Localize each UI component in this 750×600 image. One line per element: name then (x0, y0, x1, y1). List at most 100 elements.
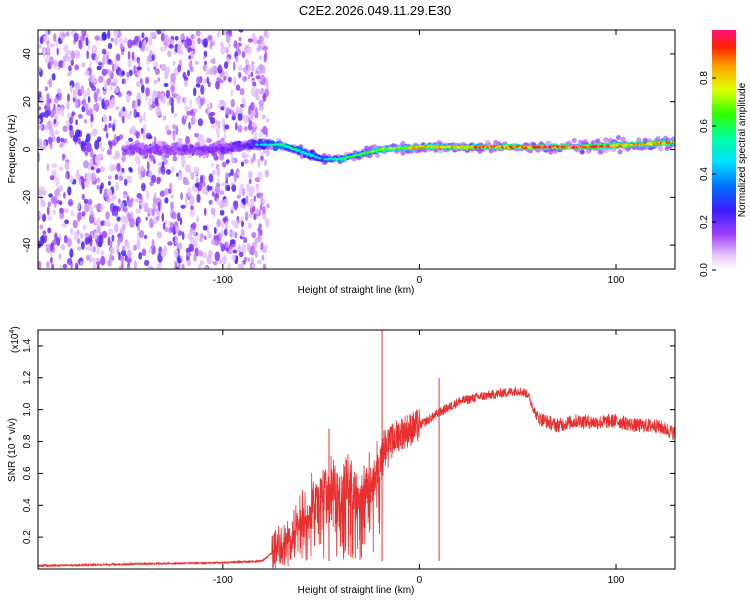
noise-cell (133, 260, 137, 269)
noise-cell (260, 155, 264, 161)
noise-cell (241, 188, 246, 196)
noise-cell (107, 30, 111, 40)
noise-cell (164, 188, 169, 196)
noise-cell (95, 168, 101, 174)
noise-cell (70, 209, 75, 217)
noise-cell (220, 45, 226, 55)
spectrogram-plot: -100 0 100 -40 -20 0 20 40 Height of straight l… (7, 29, 676, 296)
noise-cell (49, 127, 54, 137)
noise-cell (200, 174, 203, 184)
noise-cell (232, 249, 238, 254)
noise-cell (253, 195, 256, 202)
noise-cell (96, 265, 100, 269)
noise-cell (49, 56, 54, 65)
noise-cell (156, 176, 161, 185)
noise-cell (69, 228, 74, 236)
noise-cell (237, 124, 243, 133)
noise-cell (204, 60, 207, 65)
noise-cell (96, 249, 100, 255)
noise-cell (110, 37, 115, 42)
noise-cell (242, 204, 247, 210)
noise-cell (165, 124, 170, 130)
noise-cell (233, 40, 238, 49)
noise-cell (211, 187, 215, 193)
noise-cell (38, 118, 41, 124)
noise-cell (135, 111, 140, 118)
noise-cell (243, 257, 248, 262)
noise-cell (238, 36, 242, 42)
noise-cell (141, 32, 145, 39)
noise-cell (114, 223, 119, 233)
noise-cell (39, 112, 46, 118)
noise-cell (126, 241, 130, 250)
noise-cell (68, 65, 72, 72)
noise-cell (146, 55, 152, 62)
noise-cell (262, 125, 268, 135)
noise-cell (261, 199, 267, 204)
noise-cell (127, 51, 131, 60)
noise-cell (92, 262, 97, 269)
colorbar-tick-label: 0.4 (699, 167, 710, 181)
noise-cell (248, 170, 253, 180)
noise-cell (254, 131, 258, 140)
noise-cell (160, 249, 167, 258)
noise-cell (38, 152, 41, 162)
noise-cell (196, 193, 201, 203)
noise-cell (184, 198, 188, 208)
noise-cell (45, 244, 51, 248)
noise-cell (240, 161, 245, 167)
noise-cell (172, 123, 176, 130)
noise-cell (247, 38, 253, 43)
noise-cell (44, 57, 49, 64)
noise-cell (149, 181, 154, 187)
x-tick-label: 0 (417, 575, 423, 586)
colorbar: 0.0 0.2 0.4 0.6 0.8 Normalized spectral ampl… (699, 30, 748, 277)
noise-cell (177, 138, 183, 145)
noise-cell (137, 99, 141, 107)
noise-cell (157, 111, 163, 116)
noise-cell (148, 97, 151, 106)
noise-cell (63, 208, 69, 213)
noise-cell (153, 61, 159, 68)
noise-cell (47, 43, 50, 54)
noise-cell (209, 116, 215, 124)
noise-cell (97, 96, 103, 102)
noise-cell (242, 75, 247, 82)
noise-cell (262, 263, 267, 269)
noise-cell (90, 166, 95, 171)
noise-cell (76, 238, 81, 245)
noise-cell (141, 182, 146, 192)
noise-cell (39, 212, 42, 218)
noise-cell (252, 81, 257, 87)
noise-cell (78, 39, 82, 49)
noise-cell (225, 47, 229, 55)
noise-cell (53, 118, 57, 125)
noise-cell (145, 87, 150, 97)
noise-cell (243, 126, 248, 132)
noise-cell (220, 229, 224, 238)
spectrogram-axes: -100 0 100 -40 -20 0 20 40 (22, 30, 675, 286)
noise-cell (213, 227, 217, 235)
ridge-peak (301, 150, 305, 154)
noise-cell (103, 127, 108, 132)
noise-cell (200, 139, 206, 146)
noise-cell (153, 79, 157, 85)
noise-cell (172, 131, 176, 142)
noise-cell (229, 108, 232, 115)
noise-cell (67, 71, 71, 77)
noise-cell (190, 171, 195, 180)
noise-cell (190, 116, 196, 125)
noise-cell (237, 170, 241, 177)
noise-cell (247, 222, 252, 230)
noise-cell (151, 238, 155, 249)
noise-cell (171, 104, 174, 114)
noise-cell (261, 254, 265, 261)
noise-cell (225, 221, 229, 230)
noise-cell (49, 43, 55, 48)
noise-cell (238, 251, 244, 258)
noise-cell (228, 43, 231, 48)
noise-cell (108, 175, 112, 180)
noise-cell (159, 190, 165, 197)
noise-cell (227, 185, 231, 191)
noise-cell (100, 165, 105, 173)
